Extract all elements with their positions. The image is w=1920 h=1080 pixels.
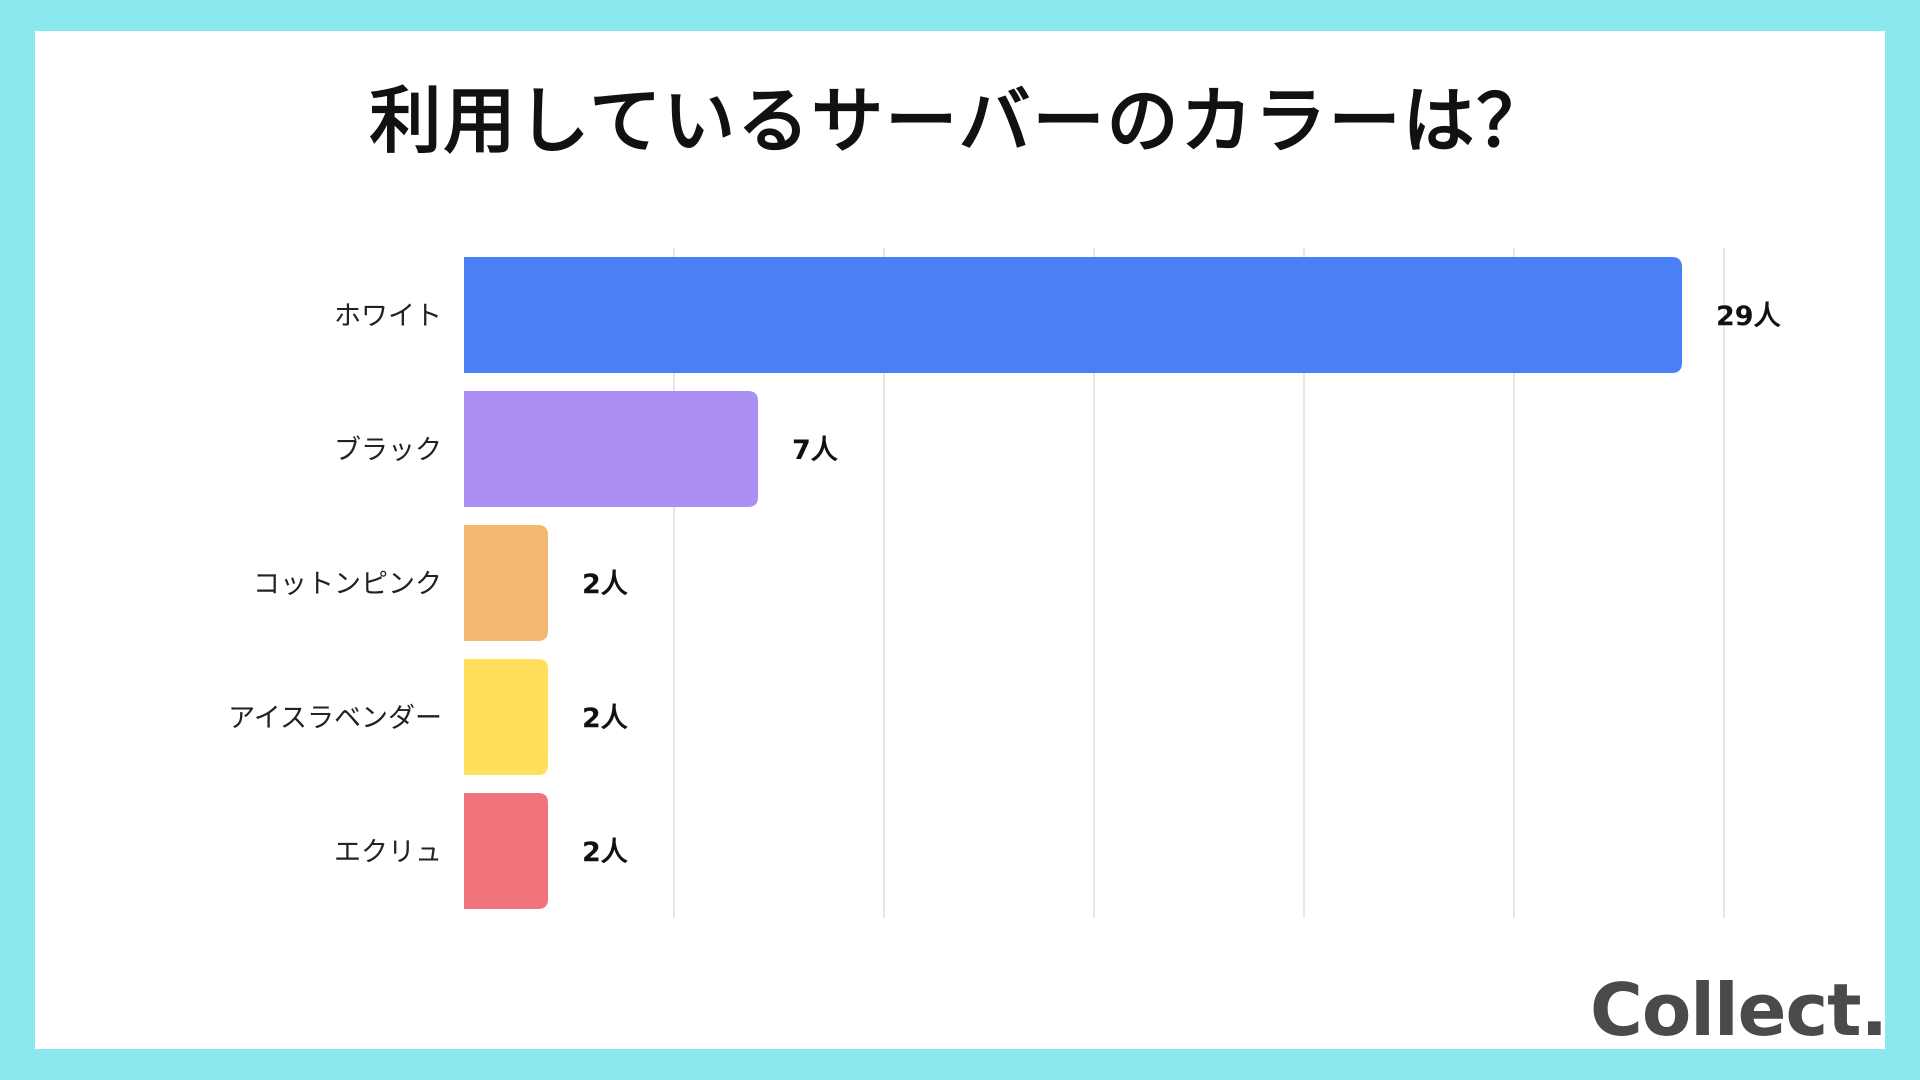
chart-title: 利用しているサーバーのカラーは？ <box>369 79 1551 163</box>
bar <box>464 659 548 775</box>
bar <box>464 257 1682 373</box>
value-label: 2人 <box>582 569 628 600</box>
value-label: 2人 <box>582 703 628 734</box>
category-label: ブラック <box>334 435 442 466</box>
value-label: 7人 <box>792 435 838 466</box>
category-label: コットンピンク <box>253 569 442 600</box>
category-label: エクリュ <box>334 837 442 868</box>
bar <box>464 525 548 641</box>
category-label: アイスラベンダー <box>228 703 442 734</box>
chart-card <box>35 31 1885 1049</box>
category-label: ホワイト <box>334 301 442 332</box>
bar <box>464 793 548 909</box>
value-label: 29人 <box>1716 301 1781 332</box>
brand-logo: Collect. <box>1590 968 1888 1052</box>
value-label: 2人 <box>582 837 628 868</box>
bar <box>464 391 758 507</box>
